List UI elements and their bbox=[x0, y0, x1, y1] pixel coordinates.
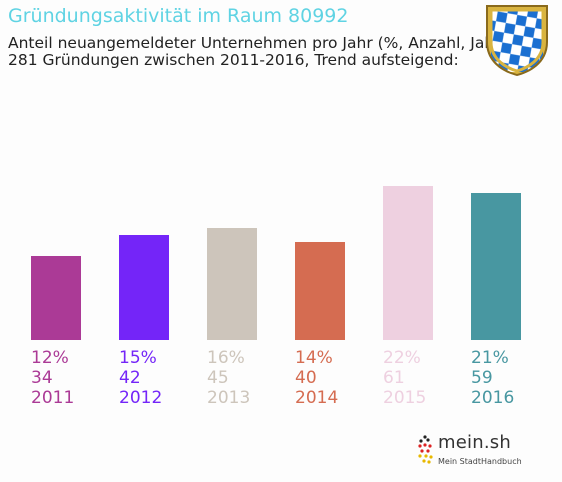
bar-2012 bbox=[119, 235, 169, 340]
percent-label-2015: 22% bbox=[383, 348, 421, 368]
count-label-2011: 34 bbox=[31, 368, 53, 388]
bar-2013 bbox=[207, 228, 257, 340]
bar-2014 bbox=[295, 242, 345, 340]
chart-title: Gründungsaktivität im Raum 80992 bbox=[8, 5, 349, 27]
percent-label-2014: 14% bbox=[295, 348, 333, 368]
percent-label-2012: 15% bbox=[119, 348, 157, 368]
year-label-2016: 2016 bbox=[471, 388, 514, 408]
percent-label-2016: 21% bbox=[471, 348, 509, 368]
percent-label-2013: 16% bbox=[207, 348, 245, 368]
year-label-2015: 2015 bbox=[383, 388, 426, 408]
year-label-2013: 2013 bbox=[207, 388, 250, 408]
bar-2015 bbox=[383, 186, 433, 340]
brand-name[interactable]: mein.sh bbox=[438, 432, 511, 453]
subtitle-line-2: 281 Gründungen zwischen 2011-2016, Trend… bbox=[8, 51, 459, 69]
count-label-2015: 61 bbox=[383, 368, 405, 388]
year-label-2014: 2014 bbox=[295, 388, 338, 408]
percent-label-2011: 12% bbox=[31, 348, 69, 368]
bar-2011 bbox=[31, 256, 81, 340]
chart-subtitle: Anteil neuangemeldeter Unternehmen pro J… bbox=[8, 35, 507, 69]
count-label-2014: 40 bbox=[295, 368, 317, 388]
year-label-2011: 2011 bbox=[31, 388, 74, 408]
count-label-2016: 59 bbox=[471, 368, 493, 388]
count-label-2013: 45 bbox=[207, 368, 229, 388]
brand-tagline: Mein StadtHandbuch bbox=[438, 457, 522, 466]
brand-logo: mein.sh Mein StadtHandbuch bbox=[416, 430, 526, 474]
bavaria-crest-icon bbox=[486, 5, 548, 76]
subtitle-line-1: Anteil neuangemeldeter Unternehmen pro J… bbox=[8, 34, 507, 52]
germany-map-icon bbox=[418, 435, 433, 464]
year-label-2012: 2012 bbox=[119, 388, 162, 408]
bar-2016 bbox=[471, 193, 521, 340]
count-label-2012: 42 bbox=[119, 368, 141, 388]
